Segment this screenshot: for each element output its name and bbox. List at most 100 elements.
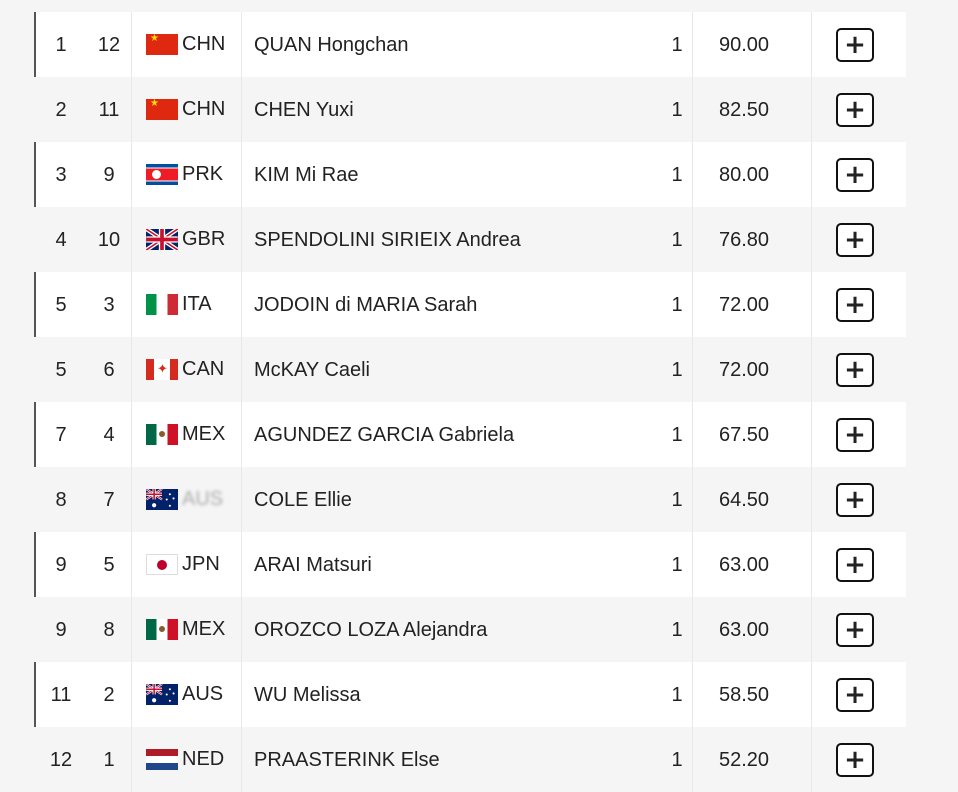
score-cell: 63.00 — [692, 597, 812, 662]
nation-cell: JPN — [132, 532, 242, 597]
score-value: 67.50 — [719, 423, 770, 446]
rank-cell: 9 — [55, 553, 67, 576]
row-left-border — [34, 12, 36, 77]
row-left-border — [34, 402, 36, 467]
expand-button[interactable]: + — [836, 677, 874, 712]
bib-cell: 4 — [86, 402, 132, 467]
score-value: 72.00 — [719, 293, 770, 316]
round-cell: 1 — [671, 488, 683, 511]
nation-cell: PRK — [132, 142, 242, 207]
rank-cell: 7 — [55, 423, 67, 446]
bib-cell: 5 — [86, 532, 132, 597]
bib-cell: 10 — [86, 207, 132, 272]
flag-icon — [146, 619, 178, 640]
expand-button[interactable]: + — [836, 547, 874, 582]
round-cell: 1 — [671, 163, 683, 186]
bib-cell: 9 — [86, 142, 132, 207]
bib-number: 4 — [103, 423, 115, 446]
score-cell: 72.00 — [692, 272, 812, 337]
bib-number: 9 — [103, 163, 115, 186]
expand-button[interactable]: + — [836, 27, 874, 62]
expand-button[interactable]: + — [836, 287, 874, 322]
noc-code: CHN — [182, 33, 226, 55]
table-row-10: 9 8 MEX OROZCO LOZA Alejandra 1 63.00 + — [36, 597, 906, 662]
athlete-name[interactable]: OROZCO LOZA Alejandra — [254, 618, 488, 641]
bib-number: 11 — [98, 98, 120, 121]
athlete-name[interactable]: COLE Ellie — [254, 488, 352, 511]
score-value: 72.00 — [719, 358, 770, 381]
flag-icon — [146, 359, 178, 380]
score-cell: 58.50 — [692, 662, 812, 727]
rank-cell: 1 — [55, 33, 67, 56]
flag-icon — [146, 424, 178, 445]
noc-code: PRK — [182, 163, 224, 185]
expand-button[interactable]: + — [836, 352, 874, 387]
table-row-1: 1 12 CHN QUAN Hongchan 1 90.00 + — [34, 12, 906, 77]
athlete-name[interactable]: CHEN Yuxi — [254, 98, 354, 121]
round-cell: 1 — [671, 683, 683, 706]
bib-number: 12 — [97, 33, 121, 56]
rank-cell: 11 — [50, 683, 72, 706]
bib-cell: 6 — [86, 337, 132, 402]
expand-button[interactable]: + — [836, 92, 874, 127]
athlete-name[interactable]: KIM Mi Rae — [254, 163, 359, 186]
round-cell: 1 — [671, 358, 683, 381]
table-row-8: 8 7 AUS COLE Ellie 1 64.50 + — [36, 467, 906, 532]
round-cell: 1 — [671, 618, 683, 641]
bib-cell: 7 — [86, 467, 132, 532]
expand-button[interactable]: + — [836, 742, 874, 777]
athlete-name[interactable]: WU Melissa — [254, 683, 361, 706]
round-cell: 1 — [671, 228, 683, 251]
score-value: 82.50 — [719, 98, 770, 121]
bib-number: 3 — [103, 293, 115, 316]
rank-cell: 9 — [55, 618, 67, 641]
flag-icon — [146, 34, 178, 55]
bib-number: 1 — [103, 748, 115, 771]
bib-number: 2 — [103, 683, 115, 706]
athlete-name[interactable]: JODOIN di MARIA Sarah — [254, 293, 478, 316]
athlete-name[interactable]: ARAI Matsuri — [254, 553, 372, 576]
bib-number: 5 — [103, 553, 115, 576]
expand-button[interactable]: + — [836, 612, 874, 647]
expand-button[interactable]: + — [836, 157, 874, 192]
flag-icon — [146, 294, 178, 315]
rank-cell: 5 — [55, 358, 67, 381]
table-row-2: 2 11 CHN CHEN Yuxi 1 82.50 + — [36, 77, 906, 142]
score-value: 76.80 — [719, 228, 770, 251]
rank-cell: 2 — [55, 98, 67, 121]
rank-cell: 8 — [55, 488, 67, 511]
table-row-11: 11 2 AUS WU Melissa 1 58.50 + — [34, 662, 906, 727]
bib-cell: 11 — [86, 77, 132, 142]
round-cell: 1 — [671, 98, 683, 121]
athlete-name[interactable]: QUAN Hongchan — [254, 33, 409, 56]
row-left-border — [34, 142, 36, 207]
nation-cell: GBR — [132, 207, 242, 272]
expand-button[interactable]: + — [836, 417, 874, 452]
flag-icon — [146, 229, 178, 250]
score-cell: 52.20 — [692, 727, 812, 792]
score-value: 63.00 — [719, 618, 770, 641]
athlete-name[interactable]: PRAASTERINK Else — [254, 748, 440, 771]
nation-cell: NED — [132, 727, 242, 792]
score-value: 58.50 — [719, 683, 770, 706]
bib-cell: 12 — [86, 12, 132, 77]
table-row-9: 9 5 JPN ARAI Matsuri 1 63.00 + — [34, 532, 906, 597]
athlete-name[interactable]: SPENDOLINI SIRIEIX Andrea — [254, 228, 521, 251]
expand-button[interactable]: + — [836, 222, 874, 257]
table-row-7: 7 4 MEX AGUNDEZ GARCIA Gabriela 1 67.50 … — [34, 402, 906, 467]
score-cell: 90.00 — [692, 12, 812, 77]
athlete-name[interactable]: AGUNDEZ GARCIA Gabriela — [254, 423, 515, 446]
score-value: 90.00 — [719, 33, 770, 56]
expand-cell: + — [812, 467, 892, 532]
flag-icon — [146, 489, 178, 510]
row-left-border — [34, 532, 36, 597]
expand-cell: + — [812, 12, 892, 77]
rank-cell: 3 — [55, 163, 67, 186]
bib-cell: 8 — [86, 597, 132, 662]
noc-code: JPN — [182, 553, 220, 575]
expand-button[interactable]: + — [836, 482, 874, 517]
noc-code: CAN — [182, 358, 225, 380]
athlete-name[interactable]: McKAY Caeli — [254, 358, 370, 381]
nation-cell: CHN — [132, 12, 242, 77]
score-cell: 80.00 — [692, 142, 812, 207]
